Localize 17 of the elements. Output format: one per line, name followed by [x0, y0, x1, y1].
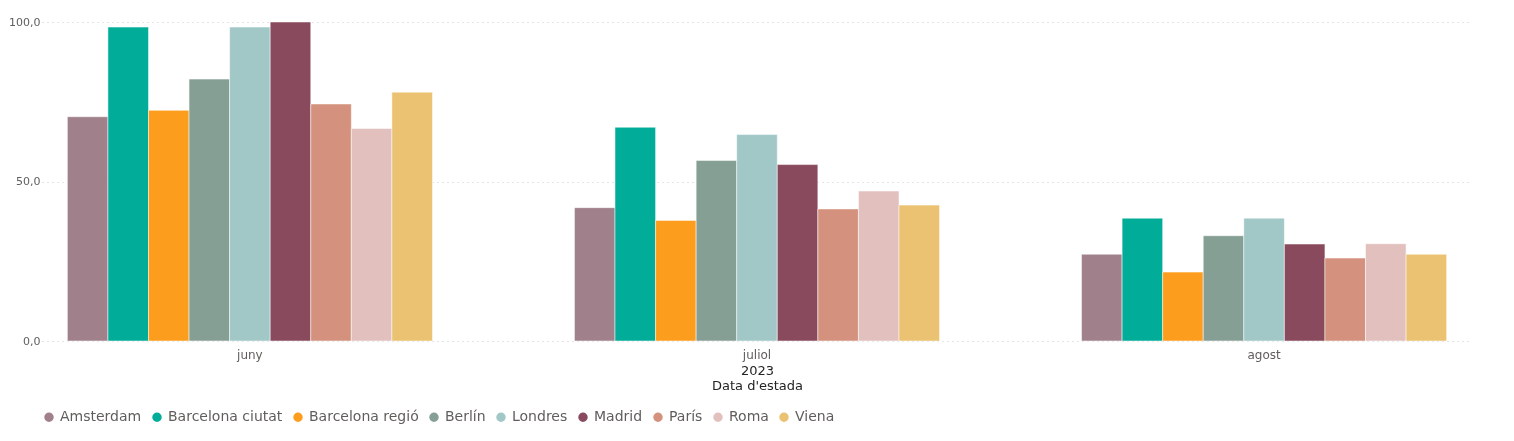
y-tick-label: 0,0 — [23, 334, 41, 348]
x-tick-label: agost — [1247, 347, 1282, 362]
x-tick-label: juliol — [741, 347, 772, 362]
y-tick-label: 100,0 — [9, 15, 41, 29]
legend-label: París — [669, 408, 703, 425]
x-axis-title: Data d'estada — [711, 377, 804, 393]
text: 2023 — [740, 362, 775, 378]
legend-label: Londres — [512, 408, 568, 425]
legend-label: Viena — [795, 408, 835, 425]
legend-label: Barcelona ciutat — [168, 408, 283, 425]
legend-label: Roma — [729, 408, 769, 425]
x-tick-label: juny — [236, 347, 263, 362]
legend-label: Amsterdam — [60, 408, 142, 425]
legend-label: Madrid — [594, 408, 643, 425]
legend-label: Berlín — [445, 408, 486, 425]
legend-label: Barcelona regió — [309, 408, 419, 425]
y-tick-label: 50,0 — [16, 175, 41, 188]
